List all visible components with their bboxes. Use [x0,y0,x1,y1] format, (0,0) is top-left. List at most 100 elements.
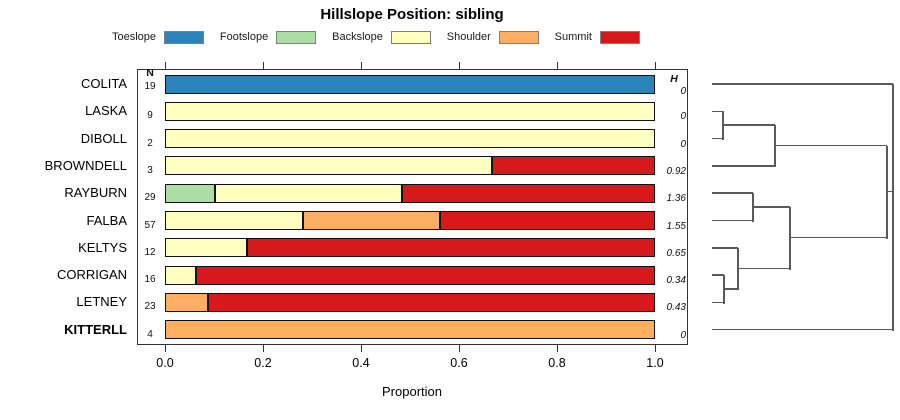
legend-item-shoulder: Shoulder [446,30,539,44]
bar-segment-backslope [165,129,655,149]
row-label-kitterll: KITTERLL [64,321,127,337]
dendrogram-h-segment [723,124,775,126]
h-value: 0.43 [666,302,686,314]
x-axis-tick-label: 0.4 [352,356,370,370]
x-axis-tick-top [655,62,656,69]
h-value: 0 [680,86,686,97]
legend-item-summit: Summit [554,30,640,44]
x-axis-tick-bottom [459,345,460,352]
bar-segment-shoulder [165,320,655,340]
h-value: 0 [680,138,686,150]
dendrogram-h-segment [724,288,738,290]
x-axis-tick-bottom [165,345,166,352]
n-value: 12 [144,246,156,258]
chart-title: Hillslope Position: sibling [320,6,504,23]
bar-segment-summit [401,183,655,203]
legend-label: Backslope [332,31,383,43]
n-value: 57 [144,219,156,231]
x-axis-tick-bottom [655,345,656,352]
x-axis-tick-label: 0.8 [548,356,566,370]
dendrogram-v-segment [886,145,888,240]
x-axis-tick-top [557,62,558,69]
dendrogram-h-segment [712,110,723,113]
h-value: 0 [680,111,686,123]
x-axis-tick-label: 1.0 [646,356,664,370]
x-axis-tick-bottom [361,345,362,352]
h-value: 1.55 [666,220,686,232]
bar-segment-backslope [165,211,303,230]
dendrogram-v-segment [737,247,739,291]
dendrogram-h-segment [712,165,775,167]
bar-segment-summit [439,211,655,230]
dendrogram-h-segment [887,190,893,193]
row-label-keltys: KELTYS [78,239,127,255]
n-value: 3 [147,164,153,176]
bar-segment-footslope [165,183,216,203]
legend-item-backslope: Backslope [332,30,431,44]
x-axis-tick-top [361,62,362,69]
bar-segment-summit [195,265,655,285]
n-value: 2 [147,137,153,149]
row-label-browndell: BROWNDELL [44,157,127,173]
dendrogram-h-segment [712,219,753,222]
row-label-corrigan: CORRIGAN [56,267,127,283]
legend-swatch-backslope-icon [390,30,431,44]
x-axis-tick-top [263,62,264,69]
n-value: 19 [144,81,156,92]
legend-swatch-toeslope-icon [164,30,205,44]
row-label-letney: LETNEY [76,294,127,310]
bar-segment-toeslope [165,74,655,94]
legend: Toeslope Footslope Backslope Shoulder Summit [112,29,640,45]
legend-item-toeslope: Toeslope [112,30,205,44]
bar-segment-summit [491,156,655,176]
dendrogram-h-segment [712,274,724,276]
h-value: 0.34 [666,275,686,287]
x-axis-tick-top [459,62,460,69]
dendrogram-h-segment [753,206,790,208]
bar-segment-backslope [165,238,247,258]
dendrogram-h-segment [712,137,723,140]
h-value: 0.65 [666,247,686,259]
bar-segment-summit [246,238,655,258]
legend-swatch-footslope-icon [276,30,317,44]
dendrogram-h-segment [712,328,893,331]
bar-segment-backslope [215,183,402,203]
row-label-rayburn: RAYBURN [64,185,127,201]
bar-segment-backslope [165,156,492,176]
h-value: 1.36 [666,193,686,205]
bar-segment-backslope [165,101,655,121]
row-label-laska: LASKA [85,103,127,119]
x-axis-tick-top [165,62,166,69]
x-axis-tick-label: 0.0 [156,356,174,370]
legend-label: Footslope [219,31,269,43]
x-axis-tick-bottom [263,345,264,352]
n-value: 16 [144,274,156,286]
dendrogram-h-segment [738,267,790,270]
n-value: 23 [144,301,156,313]
bar-segment-summit [207,292,655,312]
dendrogram-h-segment [712,301,724,304]
n-value: 29 [144,192,156,204]
row-label-colita: COLITA [81,76,127,91]
dendrogram-h-segment [790,236,887,239]
dendrogram-h-segment [712,192,753,194]
dendrogram-h-segment [775,144,887,147]
n-value: 4 [147,328,153,340]
row-label-falba: FALBA [86,212,127,228]
legend-label: Shoulder [446,31,491,43]
h-value: 0 [680,329,686,341]
bar-segment-backslope [165,265,196,285]
x-axis-tick-label: 0.2 [254,356,272,370]
n-value: 9 [147,110,153,122]
legend-label: Summit [554,31,592,43]
dendrogram-h-segment [712,83,893,85]
legend-swatch-summit-icon [599,30,640,44]
dendrogram-v-segment [892,84,894,332]
legend-item-footslope: Footslope [219,30,317,44]
h-column-header: H [670,73,678,85]
x-axis-title: Proportion [382,384,442,399]
x-axis-tick-label: 0.6 [450,356,468,370]
n-column-header: N [146,67,154,79]
legend-swatch-shoulder-icon [498,30,539,44]
